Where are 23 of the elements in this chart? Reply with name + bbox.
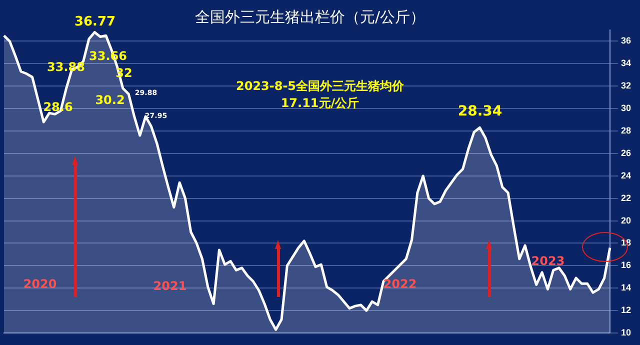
y-tick-label: 10 — [620, 327, 632, 338]
y-tick-label: 36 — [620, 36, 632, 46]
annotation: 2023 — [531, 254, 565, 268]
y-tick-label: 20 — [620, 215, 632, 226]
y-tick-label: 22 — [620, 192, 632, 203]
y-tick-label: 28 — [620, 125, 632, 136]
y-tick-label: 24 — [620, 170, 632, 180]
y-tick-label: 34 — [620, 58, 632, 68]
annotation: 2021 — [153, 279, 187, 294]
y-tick-label: 14 — [620, 282, 632, 293]
annotation: 30.2 — [95, 93, 125, 108]
annotation: 2023-8-5全国外三元生猪均价 — [236, 79, 406, 94]
annotation: 2020 — [23, 277, 57, 292]
annotation: 2022 — [383, 277, 417, 292]
annotation: 17.11元/公斤 — [280, 96, 360, 110]
text: 36.77 — [74, 14, 116, 30]
y-tick-label: 32 — [620, 80, 632, 91]
chart-title: 全国外三元生猪出栏价（元/公斤） — [194, 8, 426, 27]
y-tick-label: 26 — [620, 148, 632, 158]
y-tick-label: 12 — [620, 305, 632, 316]
annotation: 28.34 — [458, 104, 502, 120]
y-tick-label: 16 — [620, 260, 632, 270]
y-tick-label: 30 — [620, 103, 632, 114]
